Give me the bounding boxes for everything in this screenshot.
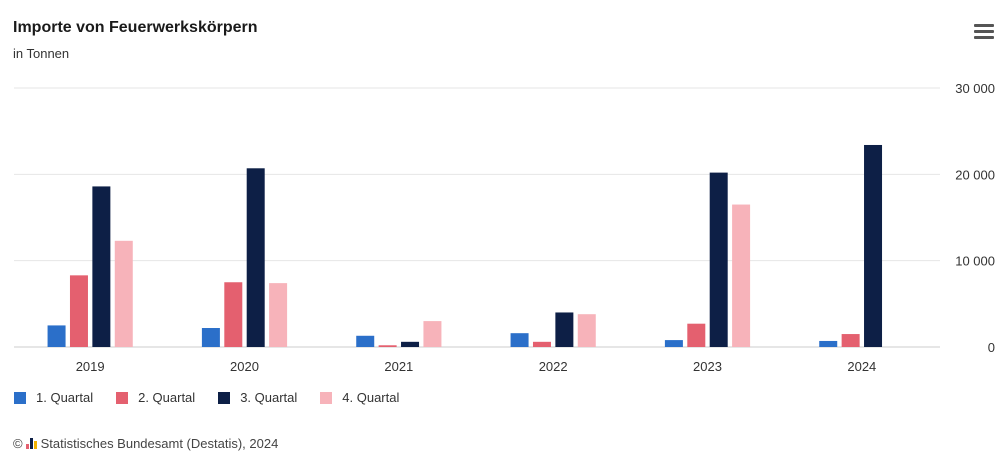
legend-item[interactable]: 4. Quartal (320, 390, 399, 405)
bar-1-quartal-2021 (356, 335, 375, 347)
legend-swatch (218, 391, 231, 404)
bar-3-quartal-2021 (401, 341, 420, 347)
bar-chart: 0 10 000 20 000 30 000 2019 2020 2021 2022 2023 2… (14, 81, 995, 374)
bar-2-quartal-2024 (841, 334, 860, 347)
legend-swatch (116, 391, 129, 404)
bar-2-quartal-2020 (224, 282, 243, 347)
bar-2-quartal-2019 (69, 275, 88, 347)
x-tick-label: 2019 (76, 359, 105, 374)
legend-swatch (14, 391, 26, 404)
legend-item[interactable]: 1. Quartal (14, 390, 93, 405)
legend-label: 1. Quartal (36, 390, 94, 405)
bar-3-quartal-2020 (246, 168, 265, 347)
chart-title: Importe von Feuerwerkskörpern (13, 19, 258, 36)
bar-2-quartal-2023 (687, 323, 706, 347)
bar-4-quartal-2022 (577, 314, 596, 347)
chart-legend: 1. Quartal 2. Quartal 3. Quartal 4. Quartal (14, 390, 422, 405)
copyright-symbol: © (13, 436, 23, 451)
source-text: Statistisches Bundesamt (Destatis), 2024 (40, 436, 279, 451)
legend-label: 4. Quartal (342, 390, 400, 405)
bar-3-quartal-2022 (555, 312, 574, 347)
x-tick-label: 2024 (847, 359, 876, 374)
legend-item[interactable]: 3. Quartal (218, 390, 297, 405)
bar-4-quartal-2019 (114, 240, 133, 347)
x-tick-label: 2021 (384, 359, 413, 374)
legend-label: 2. Quartal (138, 390, 196, 405)
bar-1-quartal-2019 (47, 325, 66, 347)
bar-4-quartal-2021 (423, 321, 442, 347)
bar-3-quartal-2023 (709, 172, 728, 347)
bar-2-quartal-2021 (378, 345, 397, 347)
bar-2-quartal-2022 (532, 341, 551, 347)
legend-swatch (320, 391, 333, 404)
y-tick-label: 30 000 (955, 81, 995, 96)
x-tick-label: 2022 (539, 359, 568, 374)
bar-3-quartal-2024 (864, 144, 883, 347)
legend-item[interactable]: 2. Quartal (116, 390, 195, 405)
legend-label: 3. Quartal (240, 390, 298, 405)
bar-1-quartal-2022 (510, 333, 529, 347)
y-tick-label: 20 000 (955, 167, 995, 182)
bar-4-quartal-2020 (269, 283, 288, 347)
bar-1-quartal-2024 (819, 340, 838, 347)
bar-1-quartal-2023 (664, 340, 683, 347)
destatis-logo-icon (25, 438, 37, 449)
bar-1-quartal-2020 (201, 328, 220, 347)
x-tick-label: 2020 (230, 359, 259, 374)
y-tick-label: 10 000 (955, 254, 995, 269)
source-credit: © Statistisches Bundesamt (Destatis), 20… (13, 436, 278, 451)
bar-4-quartal-2023 (732, 204, 751, 347)
bar-3-quartal-2019 (92, 186, 111, 347)
x-tick-label: 2023 (693, 359, 722, 374)
y-tick-label: 0 (988, 340, 995, 355)
hamburger-menu-icon[interactable] (974, 24, 994, 42)
chart-subtitle: in Tonnen (13, 46, 70, 61)
